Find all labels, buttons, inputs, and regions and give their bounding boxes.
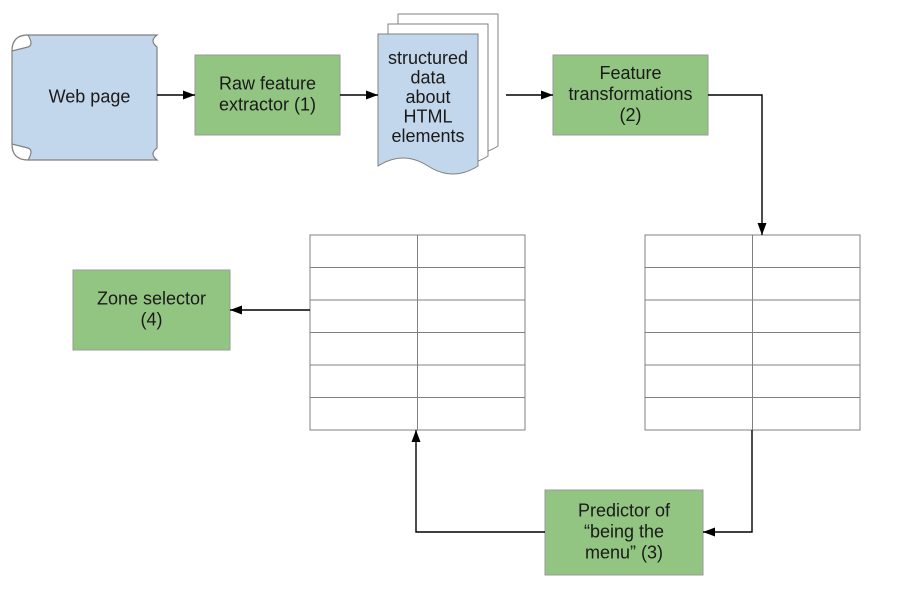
webpage-label: Web page (49, 86, 131, 106)
raw-feature-extractor-box: Raw featureextractor (1) (195, 55, 340, 135)
arrow-grid_right-predictor (703, 430, 752, 532)
webpage-scroll: Web page (12, 35, 157, 160)
raw-feature-extractor-box-label: Raw featureextractor (1) (219, 73, 316, 114)
predictor-box-label: Predictor of“being themenu” (3) (578, 500, 671, 562)
arrow-feature_trans-grid_right (708, 95, 762, 235)
grid-labeled-data (310, 235, 525, 430)
structured-docs: structureddataaboutHTMLelements (378, 14, 498, 174)
feature-transformations-box: Featuretransformations(2) (553, 55, 708, 135)
grid-feature-matrix (645, 235, 860, 430)
zone-selector-box: Zone selector(4) (73, 270, 230, 350)
arrow-predictor-grid_left (416, 430, 545, 532)
predictor-box: Predictor of“being themenu” (3) (545, 490, 703, 575)
